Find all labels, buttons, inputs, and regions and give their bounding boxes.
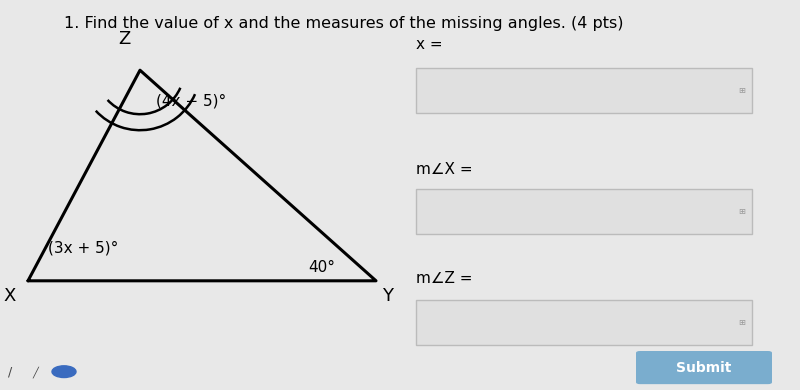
Text: ⊞: ⊞ bbox=[738, 318, 746, 327]
FancyBboxPatch shape bbox=[416, 189, 752, 234]
Text: 1. Find the value of x and the measures of the missing angles. (4 pts): 1. Find the value of x and the measures … bbox=[64, 16, 623, 30]
FancyBboxPatch shape bbox=[416, 68, 752, 113]
FancyBboxPatch shape bbox=[416, 300, 752, 345]
Text: m∠X =: m∠X = bbox=[416, 162, 473, 177]
Text: m∠Z =: m∠Z = bbox=[416, 271, 473, 286]
FancyBboxPatch shape bbox=[636, 351, 772, 384]
Text: (3x + 5)°: (3x + 5)° bbox=[48, 240, 118, 255]
Text: Submit: Submit bbox=[676, 361, 732, 374]
Circle shape bbox=[52, 366, 76, 378]
Text: ╱: ╱ bbox=[32, 367, 38, 378]
Text: 40°: 40° bbox=[308, 260, 335, 275]
Text: /: / bbox=[8, 366, 12, 379]
Text: ⊞: ⊞ bbox=[738, 86, 746, 95]
Text: x =: x = bbox=[416, 37, 442, 52]
Text: Z: Z bbox=[118, 30, 130, 48]
Text: X: X bbox=[3, 287, 16, 305]
Text: Y: Y bbox=[382, 287, 394, 305]
Text: ⊞: ⊞ bbox=[738, 207, 746, 216]
Text: (4x − 5)°: (4x − 5)° bbox=[156, 94, 226, 109]
